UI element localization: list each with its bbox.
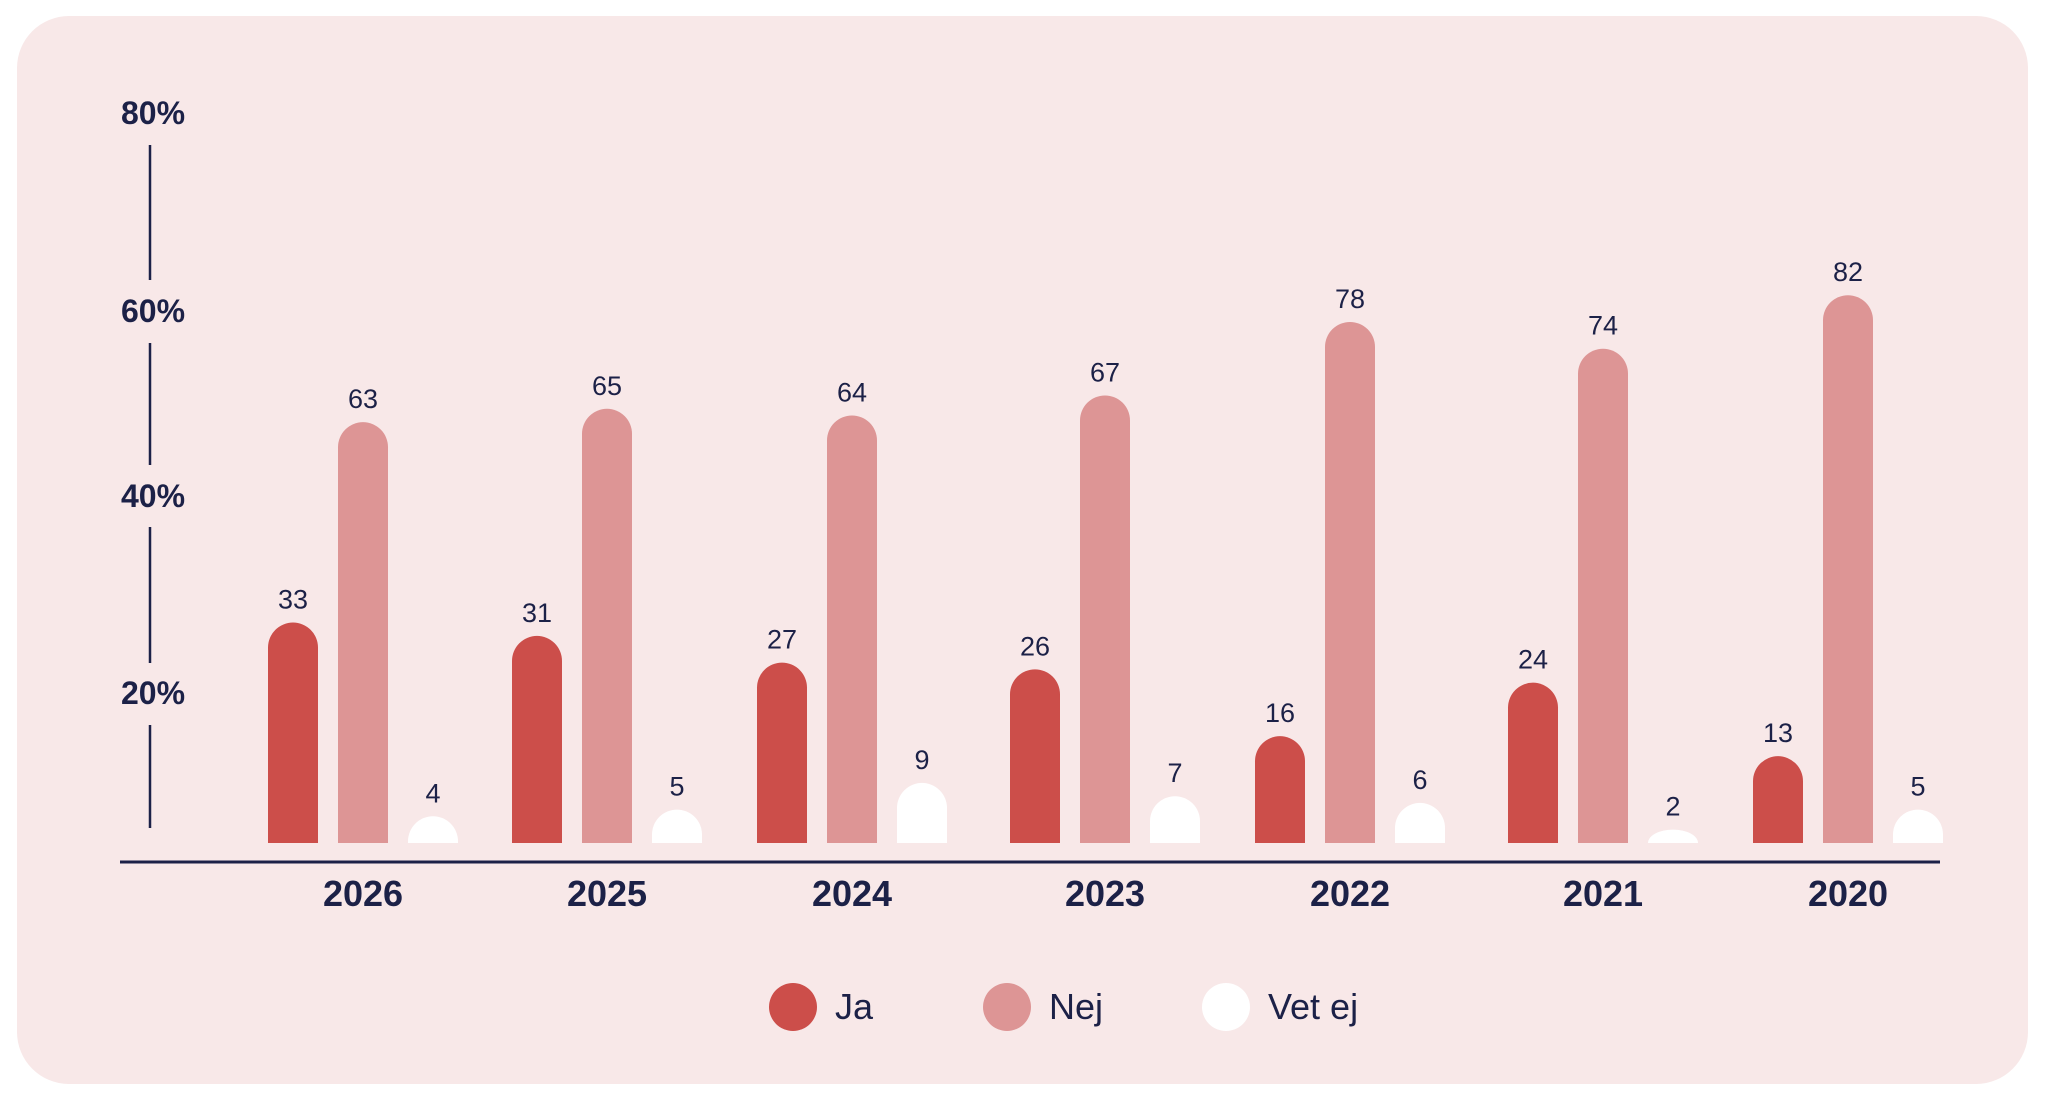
bar-nej-2021 <box>1578 348 1628 843</box>
y-tick-label-40: 40% <box>121 478 185 514</box>
bar-vet-ej-2022 <box>1395 802 1445 843</box>
data-label-nej-2022: 78 <box>1335 284 1365 314</box>
data-label-ja-2024: 27 <box>767 625 797 655</box>
bar-vet-ej-2023 <box>1150 796 1200 843</box>
x-tick-label-2021: 2021 <box>1563 873 1643 914</box>
bars <box>268 295 1943 843</box>
data-label-ja-2020: 13 <box>1763 718 1793 748</box>
data-label-nej-2021: 74 <box>1588 311 1618 341</box>
data-label-ja-2026: 33 <box>278 585 308 615</box>
bar-nej-2022 <box>1325 321 1375 843</box>
legend-swatch-vet-ej <box>1202 983 1250 1031</box>
bar-nej-2024 <box>827 415 877 843</box>
bar-vet-ej-2025 <box>652 809 702 843</box>
x-tick-label-2020: 2020 <box>1808 873 1888 914</box>
legend-label-ja: Ja <box>835 986 874 1027</box>
data-label-ja-2025: 31 <box>522 598 552 628</box>
bar-nej-2023 <box>1080 395 1130 843</box>
data-label-ja-2021: 24 <box>1518 645 1548 675</box>
bar-ja-2026 <box>268 622 318 843</box>
legend-label-nej: Nej <box>1049 986 1103 1027</box>
data-label-nej-2025: 65 <box>592 371 622 401</box>
bar-nej-2026 <box>338 422 388 843</box>
data-label-ja-2023: 26 <box>1020 631 1050 661</box>
data-label-ja-2022: 16 <box>1265 698 1295 728</box>
y-tick-label-80: 80% <box>121 95 185 131</box>
data-label-vet-ej-2025: 5 <box>669 772 684 802</box>
legend-item-ja: Ja <box>769 983 874 1031</box>
bar-vet-ej-2021 <box>1648 829 1698 843</box>
bar-vet-ej-2020 <box>1893 809 1943 843</box>
legend-label-vet-ej: Vet ej <box>1268 986 1358 1027</box>
data-label-nej-2020: 82 <box>1833 257 1863 287</box>
legend-item-vet-ej: Vet ej <box>1202 983 1358 1031</box>
bar-ja-2023 <box>1010 669 1060 843</box>
x-tick-label-2026: 2026 <box>323 873 403 914</box>
x-tick-label-2024: 2024 <box>812 873 892 914</box>
bar-vet-ej-2026 <box>408 816 458 843</box>
data-label-nej-2023: 67 <box>1090 357 1120 387</box>
bar-nej-2025 <box>582 408 632 843</box>
bar-ja-2020 <box>1753 756 1803 843</box>
bar-ja-2022 <box>1255 736 1305 843</box>
data-label-nej-2024: 64 <box>837 377 867 407</box>
bar-ja-2021 <box>1508 682 1558 843</box>
data-label-vet-ej-2023: 7 <box>1167 758 1182 788</box>
data-label-vet-ej-2022: 6 <box>1412 765 1427 795</box>
bar-ja-2025 <box>512 635 562 843</box>
data-label-vet-ej-2020: 5 <box>1910 772 1925 802</box>
y-tick-label-60: 60% <box>121 293 185 329</box>
legend-swatch-ja <box>769 983 817 1031</box>
y-axis: 20% 40% 60% 80% <box>121 95 185 828</box>
x-tick-label-2023: 2023 <box>1065 873 1145 914</box>
data-labels: 33 31 27 26 16 24 13 63 65 64 67 78 74 82 4 5 9 7 6 2 5 <box>278 257 1926 821</box>
data-label-vet-ej-2021: 2 <box>1665 792 1680 822</box>
x-tick-label-2025: 2025 <box>567 873 647 914</box>
bar-nej-2020 <box>1823 295 1873 843</box>
x-axis-ticks: 2026 2025 2024 2023 2022 2021 2020 <box>323 873 1888 914</box>
legend: Ja Nej Vet ej <box>769 983 1358 1031</box>
y-tick-label-20: 20% <box>121 675 185 711</box>
bar-vet-ej-2024 <box>897 782 947 843</box>
x-tick-label-2022: 2022 <box>1310 873 1390 914</box>
bar-ja-2024 <box>757 662 807 843</box>
data-label-nej-2026: 63 <box>348 384 378 414</box>
data-label-vet-ej-2026: 4 <box>425 778 440 808</box>
data-label-vet-ej-2024: 9 <box>914 745 929 775</box>
legend-swatch-nej <box>983 983 1031 1031</box>
legend-item-nej: Nej <box>983 983 1103 1031</box>
